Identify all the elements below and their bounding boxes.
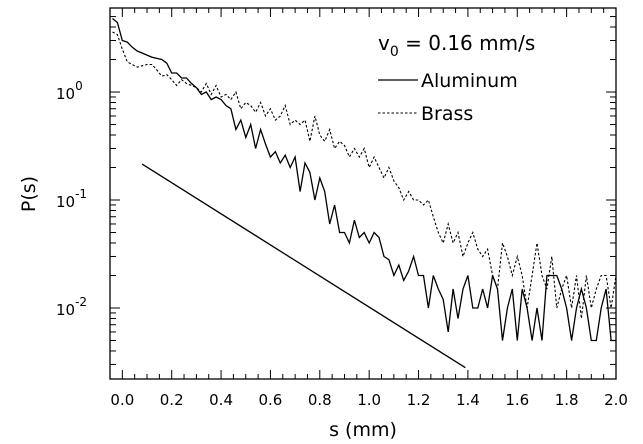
y-tick-label: 10-2: [56, 295, 87, 319]
series-group: [112, 17, 617, 369]
x-tick-label: 0.2: [160, 391, 184, 409]
annotation-sub: 0: [390, 44, 399, 60]
x-axis-title: s (mm): [329, 419, 397, 441]
x-tick-labels: 0.0 0.2 0.4 0.6 0.8 1.0 1.2 1.4 1.6 1.8 2.0: [110, 391, 628, 409]
x-tick-label: 0.4: [209, 391, 233, 409]
legend: Aluminum Brass: [378, 70, 518, 125]
legend-label-brass: Brass: [421, 103, 473, 125]
plot-frame: [109, 7, 617, 380]
annotation-suffix: = 0.16 mm/s: [399, 31, 535, 55]
series-line-aluminum: [112, 17, 616, 342]
x-tick-label: 2.0: [604, 391, 628, 409]
y-axis-title: P(s): [18, 176, 40, 212]
series-line-brass: [112, 31, 617, 319]
x-tick-label: 0.0: [110, 391, 134, 409]
legend-label-aluminum: Aluminum: [421, 70, 518, 92]
y-tick-label: 10-1: [56, 187, 87, 211]
axis-ticks: [110, 7, 617, 379]
y-tick-labels: 100 10-1 10-2: [56, 79, 87, 319]
x-tick-label: 1.0: [357, 391, 381, 409]
annotation-prefix: v: [378, 31, 390, 55]
x-tick-label: 1.6: [505, 391, 529, 409]
y-tick-label: 100: [56, 79, 83, 103]
velocity-annotation: v0 = 0.16 mm/s: [378, 31, 535, 60]
x-tick-label: 1.8: [555, 391, 579, 409]
x-tick-label: 0.8: [308, 391, 332, 409]
x-tick-label: 1.4: [456, 391, 480, 409]
x-tick-label: 1.2: [407, 391, 431, 409]
x-tick-label: 0.6: [259, 391, 283, 409]
series-line-reference: [141, 163, 466, 369]
